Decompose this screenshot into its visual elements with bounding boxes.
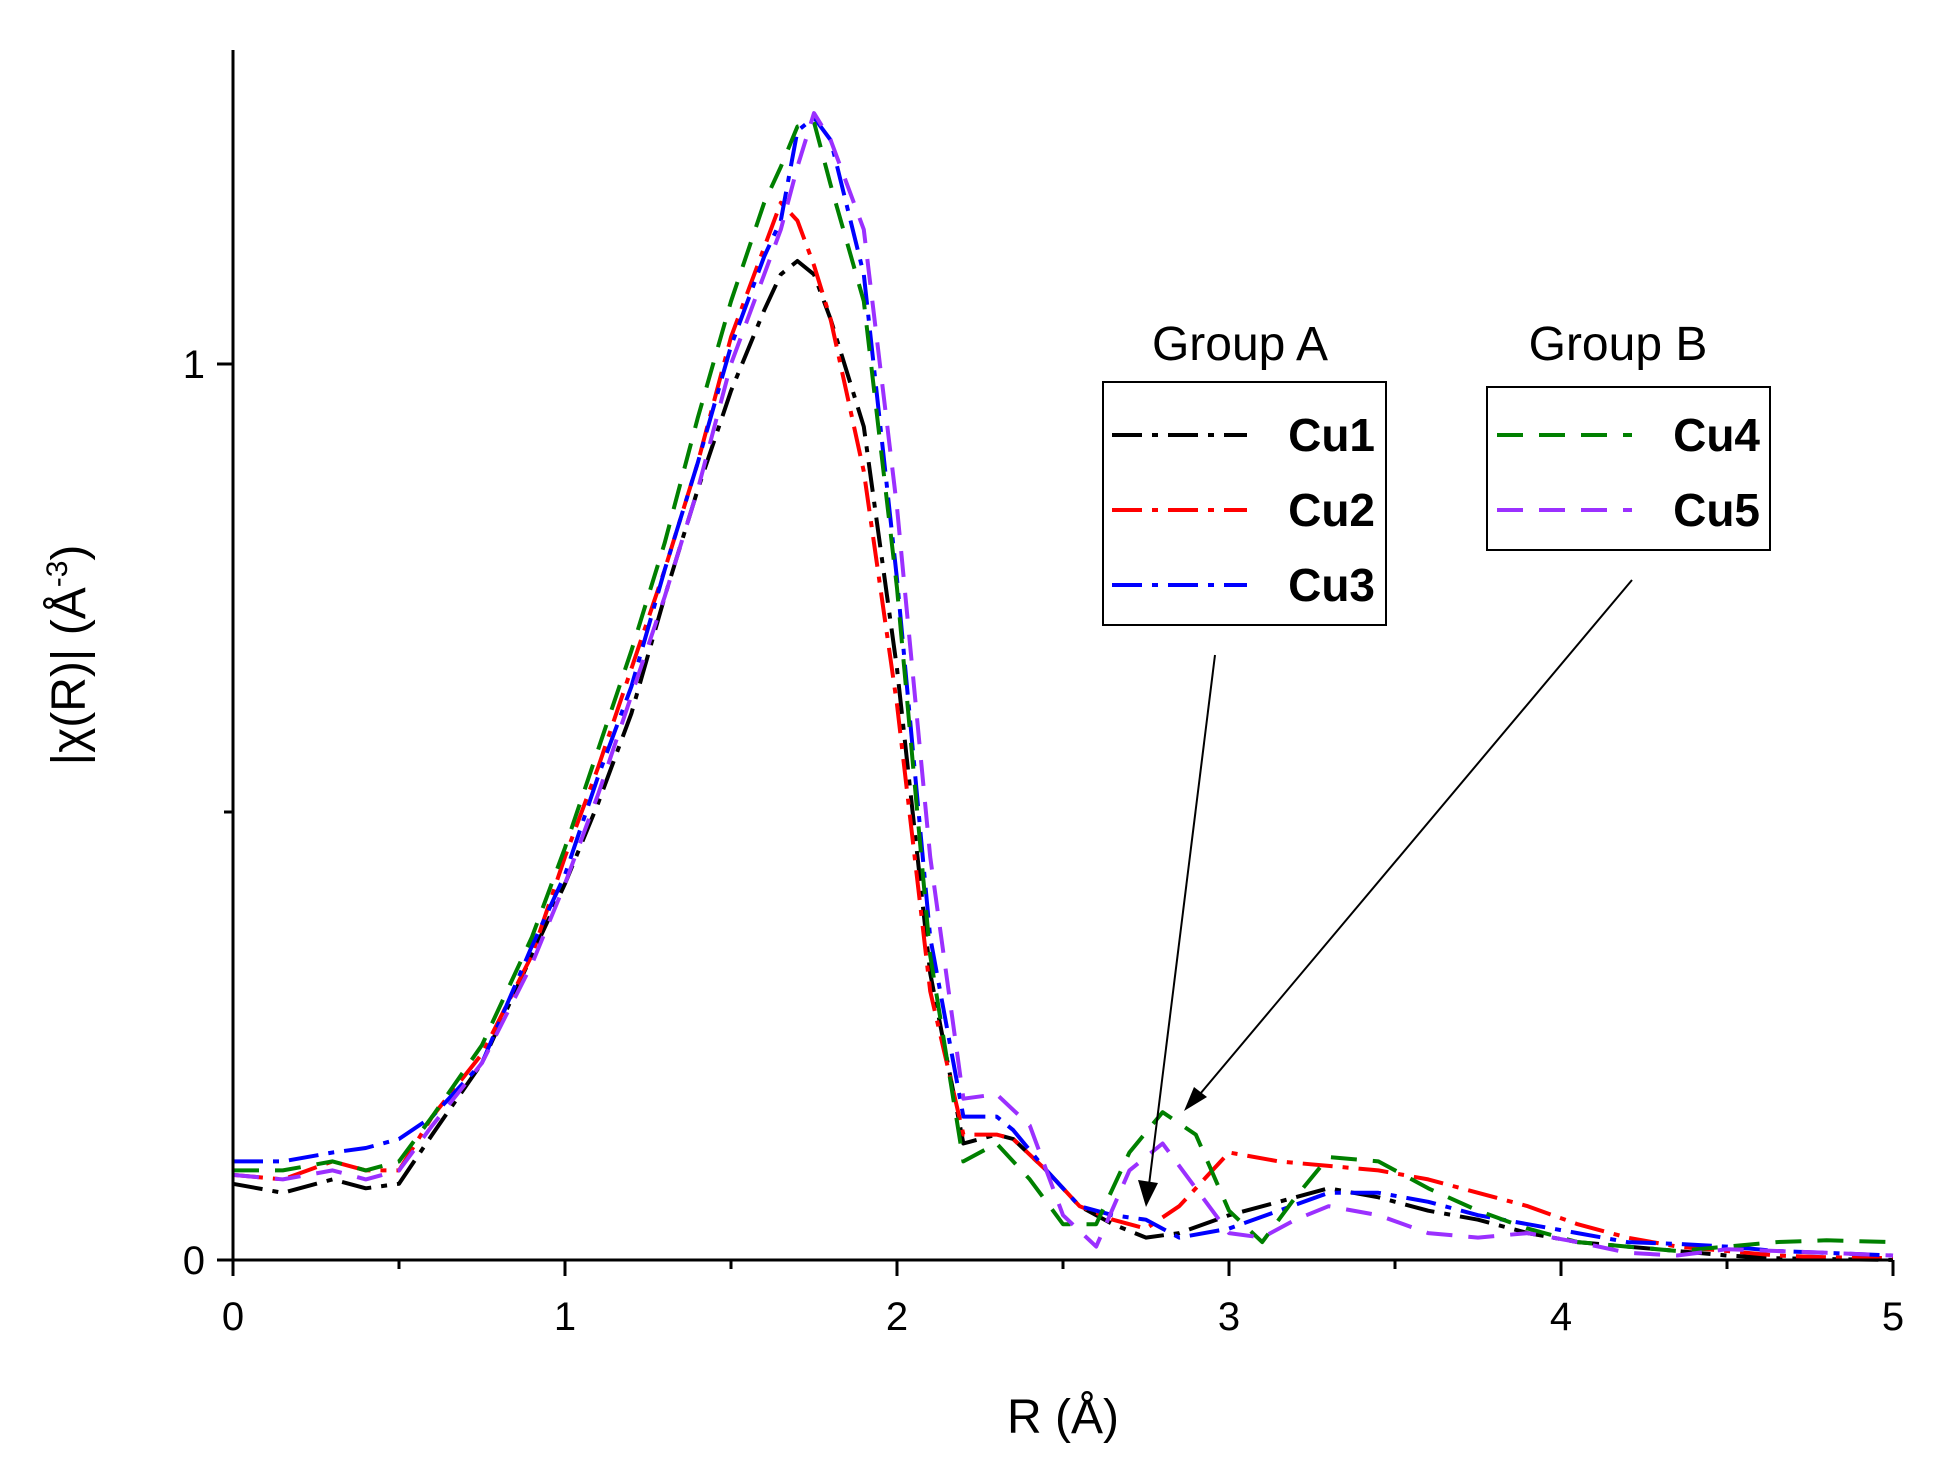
x-tick-label: 2: [886, 1295, 908, 1339]
series-line-cu3: [233, 115, 1894, 1258]
y-tick-label: 1: [183, 343, 205, 387]
series-line-cu4: [233, 120, 1894, 1253]
legend-group-b-box: [1486, 386, 1771, 551]
y-axis-title-main: |χ(R)| (Å: [43, 587, 96, 765]
x-axis-title: R (Å): [1007, 1391, 1119, 1444]
arrow-group-b-head: [1184, 1087, 1207, 1111]
x-tick-label: 1: [554, 1295, 576, 1339]
legend-group-b-title: Group B: [1529, 318, 1708, 371]
y-tick-label: 0: [183, 1239, 205, 1283]
legend-label-cu5: Cu5: [1673, 484, 1760, 536]
annotation-arrows: [1138, 579, 1633, 1207]
y-axis-title-sup: -3: [41, 561, 74, 588]
y-axis-title: |χ(R)| (Å-3): [41, 545, 96, 766]
legend-label-cu4: Cu4: [1673, 409, 1760, 461]
legend-group-a-title: Group A: [1152, 318, 1328, 371]
axis-ticks: 0 1 2 3 4 5 0 1: [183, 343, 1904, 1339]
legend-group-a: Cu1 Cu2 Cu3: [1112, 409, 1375, 611]
series-line-cu2: [232, 200, 1894, 1261]
legend-label-cu3: Cu3: [1288, 559, 1375, 611]
arrow-group-a-head: [1138, 1180, 1158, 1207]
x-tick-label: 5: [1882, 1295, 1904, 1339]
y-axis-title-close: ): [43, 545, 96, 561]
arrow-group-a: [1147, 654, 1216, 1194]
plot-area: [232, 111, 1894, 1262]
legend-label-cu2: Cu2: [1288, 484, 1375, 536]
x-tick-label: 3: [1218, 1295, 1240, 1339]
arrow-group-b: [1194, 579, 1633, 1101]
x-tick-label: 4: [1550, 1295, 1572, 1339]
x-tick-label: 0: [222, 1295, 244, 1339]
legend-label-cu1: Cu1: [1288, 409, 1375, 461]
series-line-cu5: [232, 111, 1894, 1258]
